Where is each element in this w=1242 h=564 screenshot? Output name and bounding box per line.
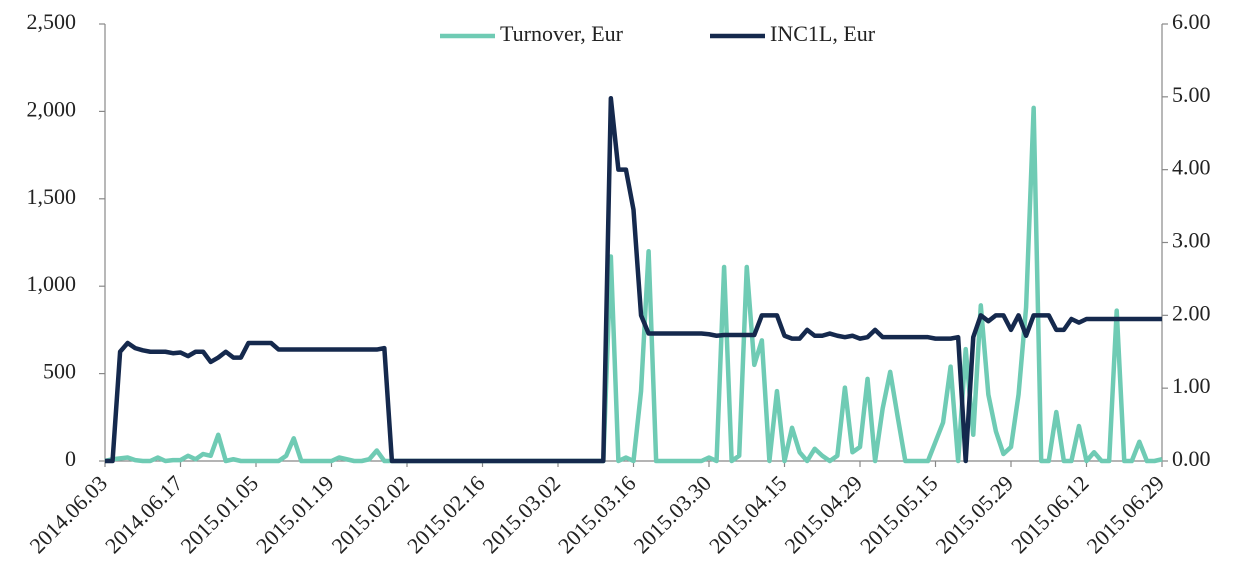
legend-label: INC1L, Eur xyxy=(770,21,876,46)
y2-tick-label: 4.00 xyxy=(1172,155,1211,180)
y2-tick-label: 5.00 xyxy=(1172,82,1211,107)
y2-tick-label: 0.00 xyxy=(1172,446,1211,471)
y-tick-label: 1,500 xyxy=(27,184,77,209)
y2-tick-label: 3.00 xyxy=(1172,228,1211,253)
x-tick-label: 2015.05.15 xyxy=(855,470,943,558)
x-tick-label: 2015.03.02 xyxy=(477,470,565,558)
y-tick-label: 2,500 xyxy=(27,9,77,34)
y-tick-label: 500 xyxy=(43,359,76,384)
x-tick-label: 2015.02.16 xyxy=(402,470,490,558)
y-tick-label: 1,000 xyxy=(27,271,77,296)
y2-tick-label: 6.00 xyxy=(1172,9,1211,34)
x-tick-label: 2015.01.05 xyxy=(175,470,263,558)
x-tick-label: 2015.03.30 xyxy=(628,470,716,558)
x-tick-label: 2015.03.16 xyxy=(553,470,641,558)
y2-tick-label: 1.00 xyxy=(1172,373,1211,398)
series-line xyxy=(104,105,1163,464)
legend-label: Turnover, Eur xyxy=(500,21,624,46)
x-tick-label: 2015.06.29 xyxy=(1081,470,1169,558)
x-tick-label: 2015.02.02 xyxy=(326,470,414,558)
x-tick-label: 2015.06.12 xyxy=(1006,470,1094,558)
x-tick-label: 2014.06.17 xyxy=(100,470,188,558)
x-tick-label: 2015.01.19 xyxy=(251,470,339,558)
y-tick-label: 0 xyxy=(65,446,76,471)
x-tick-label: 2014.06.03 xyxy=(24,470,112,558)
y-tick-label: 2,000 xyxy=(27,96,77,121)
x-tick-label: 2015.04.15 xyxy=(704,470,792,558)
y2-tick-label: 2.00 xyxy=(1172,300,1211,325)
x-tick-label: 2015.04.29 xyxy=(779,470,867,558)
x-tick-label: 2015.05.29 xyxy=(930,470,1018,558)
series-line xyxy=(105,96,1162,464)
